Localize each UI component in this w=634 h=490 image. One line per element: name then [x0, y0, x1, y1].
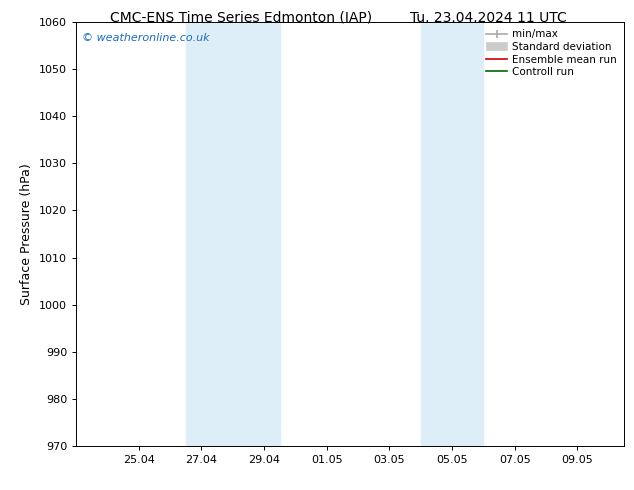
- Text: Tu. 23.04.2024 11 UTC: Tu. 23.04.2024 11 UTC: [410, 11, 567, 25]
- Text: CMC-ENS Time Series Edmonton (IAP): CMC-ENS Time Series Edmonton (IAP): [110, 11, 372, 25]
- Text: © weatheronline.co.uk: © weatheronline.co.uk: [82, 33, 209, 43]
- Bar: [186, 22, 280, 446]
- Y-axis label: Surface Pressure (hPa): Surface Pressure (hPa): [20, 163, 34, 305]
- Bar: [421, 22, 484, 446]
- Legend: min/max, Standard deviation, Ensemble mean run, Controll run: min/max, Standard deviation, Ensemble me…: [484, 27, 619, 79]
